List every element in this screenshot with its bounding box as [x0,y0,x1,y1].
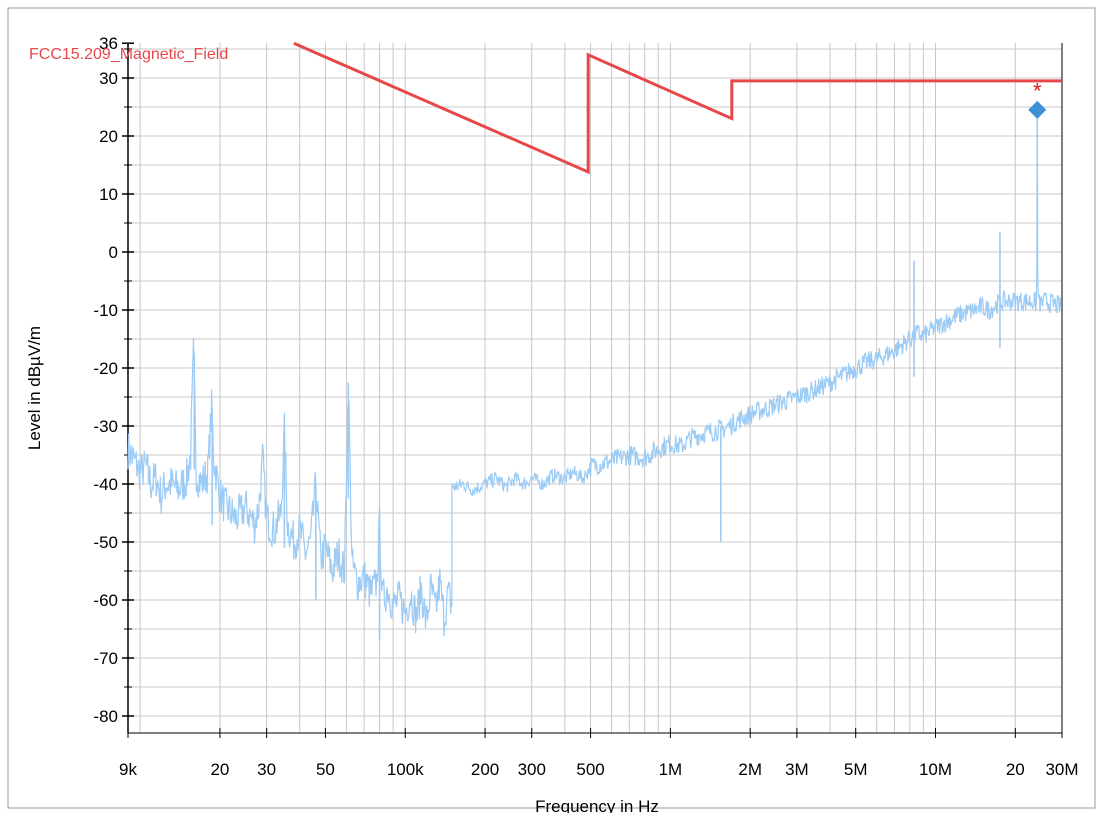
y-tick-label: 30 [99,69,118,88]
y-axis-label: Level in dBµV/m [25,326,44,450]
y-tick-label: 0 [109,243,118,262]
peak-marker-diamond [1028,100,1047,119]
y-tick-label: -10 [93,301,118,320]
y-tick-label: -70 [93,649,118,668]
x-tick-label: 3M [785,760,809,779]
x-tick-label: 2M [738,760,762,779]
limit-line-layer [293,41,1062,175]
y-tick-label: 10 [99,185,118,204]
x-tick-label: 100k [387,760,424,779]
y-tick-label: -60 [93,591,118,610]
marker-layer: * [1028,79,1047,119]
x-tick-label: 30 [257,760,276,779]
limit-marker-star: * [1033,79,1042,104]
grid-layer [127,43,1063,733]
y-tick-label: -50 [93,533,118,552]
y-tick-label: -40 [93,475,118,494]
measurement-trace-layer [127,109,1063,641]
x-tick-label: 10M [919,760,952,779]
limit-line-label: FCC15.209_Magnetic_Field [29,46,228,63]
y-tick-label: -20 [93,359,118,378]
y-tick-label: 20 [99,127,118,146]
x-tick-label: 50 [316,760,335,779]
x-tick-label: 9k [119,760,137,779]
y-tick-label: 36 [99,34,118,53]
y-tick-label: -80 [93,707,118,726]
x-tick-label: 5M [844,760,868,779]
x-tick-label: 20 [210,760,229,779]
x-tick-label: 500 [576,760,604,779]
limit-line [293,41,1062,175]
y-tick-label: -30 [93,417,118,436]
chart-outer-border [7,7,1096,809]
x-axis-label: Frequency in Hz [535,797,659,813]
x-tick-label: 20 [1006,760,1025,779]
x-tick-label: 1M [659,760,683,779]
x-tick-label: 300 [518,760,546,779]
x-tick-label: 30M [1045,760,1078,779]
axis-layer: 36 30 20 10 0 -10 -20 -30 -40 -50 -60 -70 -80 9k 20 30 5… [93,34,1078,779]
x-tick-label: 200 [471,760,499,779]
